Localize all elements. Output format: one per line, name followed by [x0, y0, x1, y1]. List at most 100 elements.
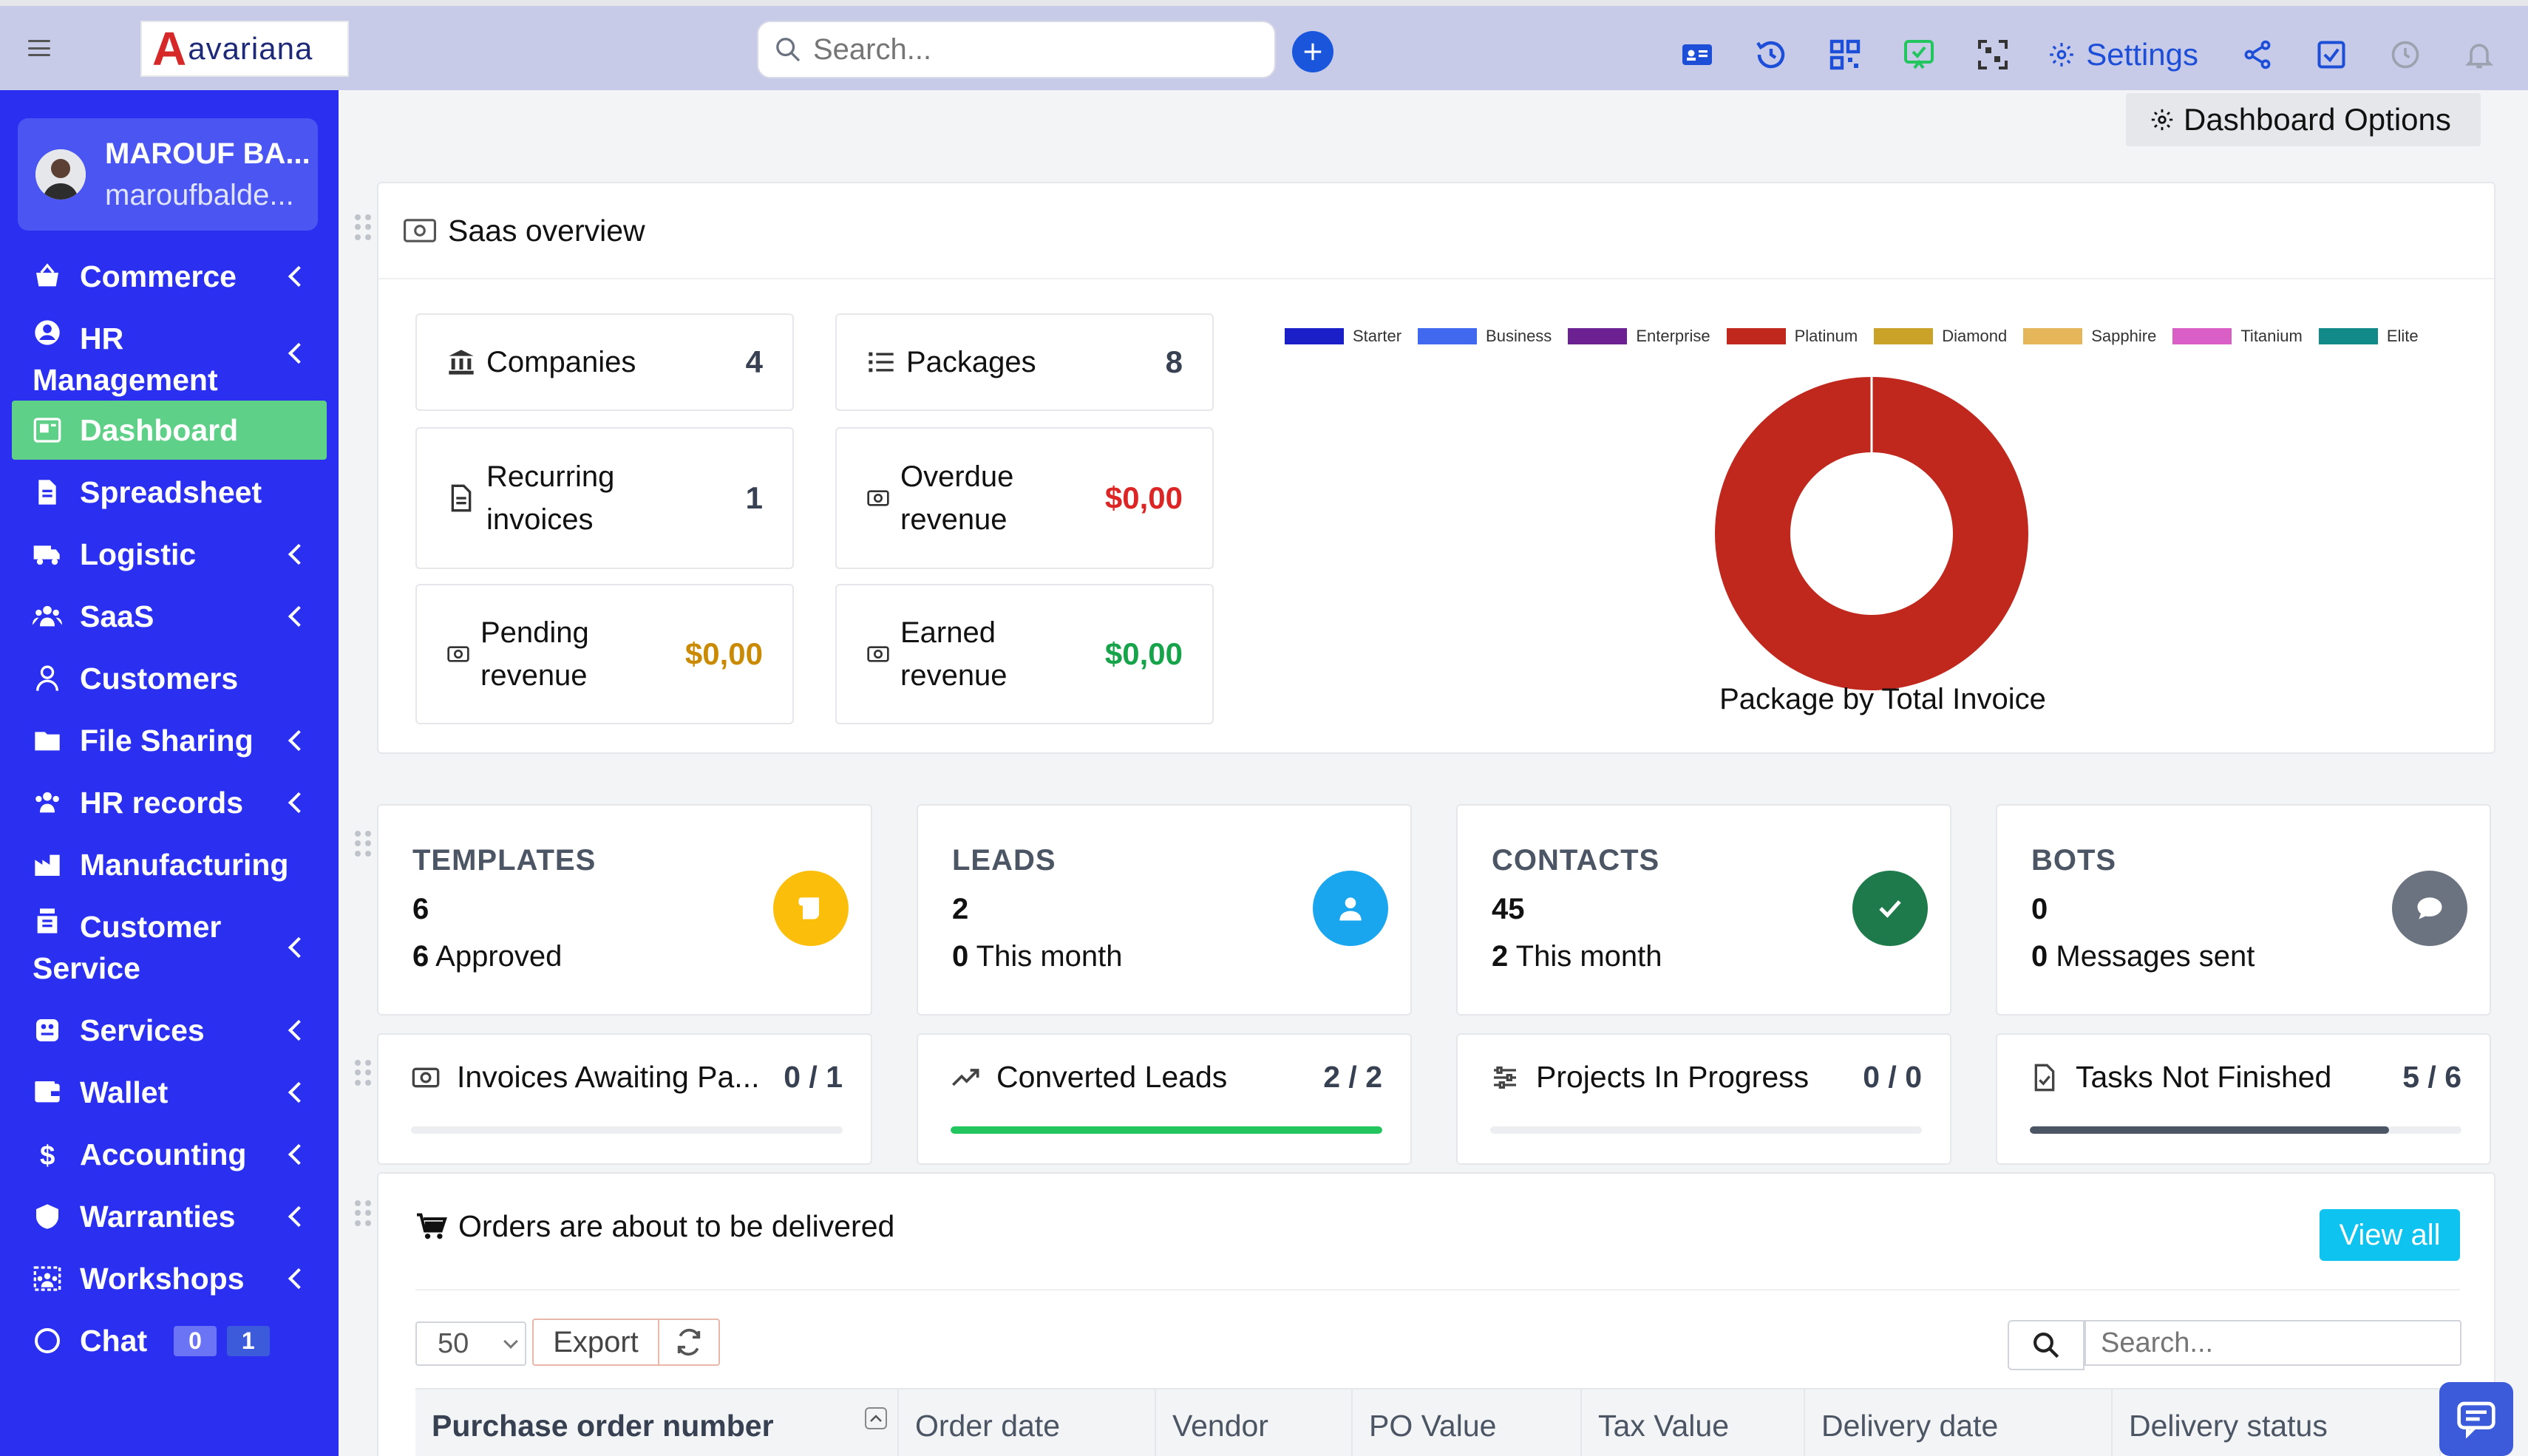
column-header-tax-value[interactable]: Tax Value: [1582, 1389, 1805, 1456]
saas-card-earned-revenue[interactable]: Earned revenue $0,00: [835, 584, 1214, 724]
sidebar-item-hr-records[interactable]: HR records: [0, 772, 339, 834]
clock-icon[interactable]: [2386, 35, 2425, 74]
chevron-left-icon: [288, 265, 310, 288]
scan-qr-icon[interactable]: [1974, 35, 2012, 74]
user-email: maroufbalde...: [105, 179, 294, 211]
legend-item[interactable]: Elite: [2318, 327, 2419, 346]
chevron-left-icon: [288, 543, 310, 565]
sidebar-item-commerce[interactable]: Commerce: [0, 245, 339, 307]
bell-icon[interactable]: [2460, 35, 2498, 74]
kpi-card-bots[interactable]: BOTS 0 0 Messages sent: [1996, 804, 2491, 1016]
drag-handle-icon[interactable]: [355, 1200, 373, 1227]
saas-card-packages[interactable]: Packages 8: [835, 313, 1214, 411]
sidebar-item-label: Workshops: [80, 1261, 245, 1296]
table-search-input[interactable]: [2084, 1320, 2461, 1366]
kpi-card-contacts[interactable]: CONTACTS 45 2 This month: [1456, 804, 1951, 1016]
sidebar-item-manufacturing[interactable]: Manufacturing: [0, 834, 339, 896]
feedback-icon[interactable]: [1900, 35, 1938, 74]
legend-swatch: [2318, 328, 2378, 344]
avatar: [35, 149, 86, 200]
legend-swatch: [1418, 328, 1478, 344]
sidebar-item-workshops[interactable]: Workshops: [0, 1248, 339, 1310]
saas-card-companies[interactable]: Companies 4: [415, 313, 794, 411]
legend-label: Sapphire: [2091, 327, 2157, 345]
column-header-po-value[interactable]: PO Value: [1353, 1389, 1582, 1456]
sidebar-item-saas[interactable]: SaaS: [0, 585, 339, 647]
sidebar-item-dashboard[interactable]: Dashboard: [12, 401, 327, 460]
column-header-order-date[interactable]: Order date: [899, 1389, 1156, 1456]
drag-handle-icon[interactable]: [355, 831, 373, 857]
column-header-purchase-order-number[interactable]: Purchase order number: [415, 1389, 899, 1456]
orders-title: Orders are about to be delivered: [458, 1209, 895, 1243]
table-search-button[interactable]: [2008, 1320, 2084, 1370]
money-icon: [867, 490, 889, 506]
sidebar-item-file-sharing[interactable]: File Sharing: [0, 710, 339, 772]
kpi-card-templates[interactable]: TEMPLATES 6 6 Approved: [377, 804, 872, 1016]
sidebar-item-customer-service[interactable]: Customer Service: [0, 896, 339, 999]
check-icon: [1879, 900, 1901, 918]
sort-icon[interactable]: [865, 1407, 887, 1429]
sidebar-item-wallet[interactable]: Wallet: [0, 1061, 339, 1123]
chat-icon: [35, 1328, 60, 1353]
quick-create-button[interactable]: [1292, 31, 1333, 72]
legend-swatch: [1726, 328, 1786, 344]
workshop-icon: [33, 1266, 61, 1291]
user-circle-icon: [35, 320, 60, 345]
kpi-number: 6: [412, 893, 429, 925]
refresh-button[interactable]: [658, 1319, 720, 1366]
export-button[interactable]: Export: [532, 1319, 659, 1366]
contact-card-icon[interactable]: [1678, 35, 1716, 74]
progress-card[interactable]: Projects In Progress 0 / 0: [1456, 1033, 1951, 1165]
sidebar-item-hr-management[interactable]: HR Management: [0, 307, 339, 399]
legend-item[interactable]: Starter: [1285, 327, 1401, 346]
history-icon[interactable]: [1752, 35, 1790, 74]
legend-item[interactable]: Enterprise: [1568, 327, 1710, 346]
sidebar-item-warranties[interactable]: Warranties: [0, 1185, 339, 1248]
progress-bar: [411, 1126, 843, 1134]
view-all-button[interactable]: View all: [2320, 1209, 2460, 1261]
progress-bar-fill: [2030, 1126, 2390, 1134]
kpi-card-leads[interactable]: LEADS 2 0 This month: [917, 804, 1412, 1016]
dashboard-options-button[interactable]: Dashboard Options: [2126, 93, 2481, 146]
sidebar-item-chat[interactable]: Chat 0 1: [0, 1310, 339, 1372]
legend-item[interactable]: Sapphire: [2023, 327, 2156, 346]
chevron-left-icon: [288, 1019, 310, 1041]
brand-logo[interactable]: A avariana: [140, 21, 349, 77]
user-profile-card[interactable]: MAROUF BA... maroufbalde...: [18, 118, 318, 231]
column-header-delivery-date[interactable]: Delivery date: [1805, 1389, 2113, 1456]
legend-swatch: [2172, 328, 2232, 344]
sidebar-item-customers[interactable]: Customers: [0, 647, 339, 710]
global-search-input[interactable]: [813, 33, 1257, 67]
column-header-vendor[interactable]: Vendor: [1156, 1389, 1353, 1456]
sidebar-item-logistic[interactable]: Logistic: [0, 523, 339, 585]
legend-item[interactable]: Titanium: [2172, 327, 2303, 346]
legend-item[interactable]: Platinum: [1726, 327, 1858, 346]
money-icon: [404, 219, 436, 242]
share-icon[interactable]: [2238, 35, 2277, 74]
settings-link[interactable]: Settings: [2048, 37, 2198, 72]
legend-item[interactable]: Business: [1418, 327, 1552, 346]
menu-toggle-icon[interactable]: [28, 40, 50, 56]
progress-card[interactable]: Invoices Awaiting Pa... 0 / 1: [377, 1033, 872, 1165]
column-header-label: Delivery date: [1821, 1408, 1999, 1443]
dashboard-icon: [33, 418, 61, 443]
progress-count: 0 / 0: [1863, 1060, 1922, 1094]
chat-widget-button[interactable]: [2439, 1382, 2513, 1456]
page-size-select[interactable]: 50: [415, 1321, 526, 1366]
sidebar-item-accounting[interactable]: $ Accounting: [0, 1123, 339, 1185]
sidebar-item-spreadsheet[interactable]: Spreadsheet: [0, 461, 339, 523]
sidebar-item-services[interactable]: Services: [0, 999, 339, 1061]
saas-card-recurring-invoices[interactable]: Recurring invoices 1: [415, 427, 794, 569]
saas-card-overdue-revenue[interactable]: Overdue revenue $0,00: [835, 427, 1214, 569]
progress-card[interactable]: Tasks Not Finished 5 / 6: [1996, 1033, 2491, 1165]
drag-handle-icon[interactable]: [355, 214, 373, 241]
basket-icon: [36, 263, 58, 287]
progress-card[interactable]: Converted Leads 2 / 2: [917, 1033, 1412, 1165]
saas-card-pending-revenue[interactable]: Pending revenue $0,00: [415, 584, 794, 724]
sidebar-item-label: Dashboard: [80, 412, 239, 447]
checkbox-icon[interactable]: [2312, 35, 2351, 74]
qr-code-icon[interactable]: [1826, 35, 1864, 74]
drag-handle-icon[interactable]: [355, 1060, 373, 1086]
legend-item[interactable]: Diamond: [1874, 327, 2007, 346]
column-header-delivery-status[interactable]: Delivery status: [2113, 1389, 2441, 1456]
